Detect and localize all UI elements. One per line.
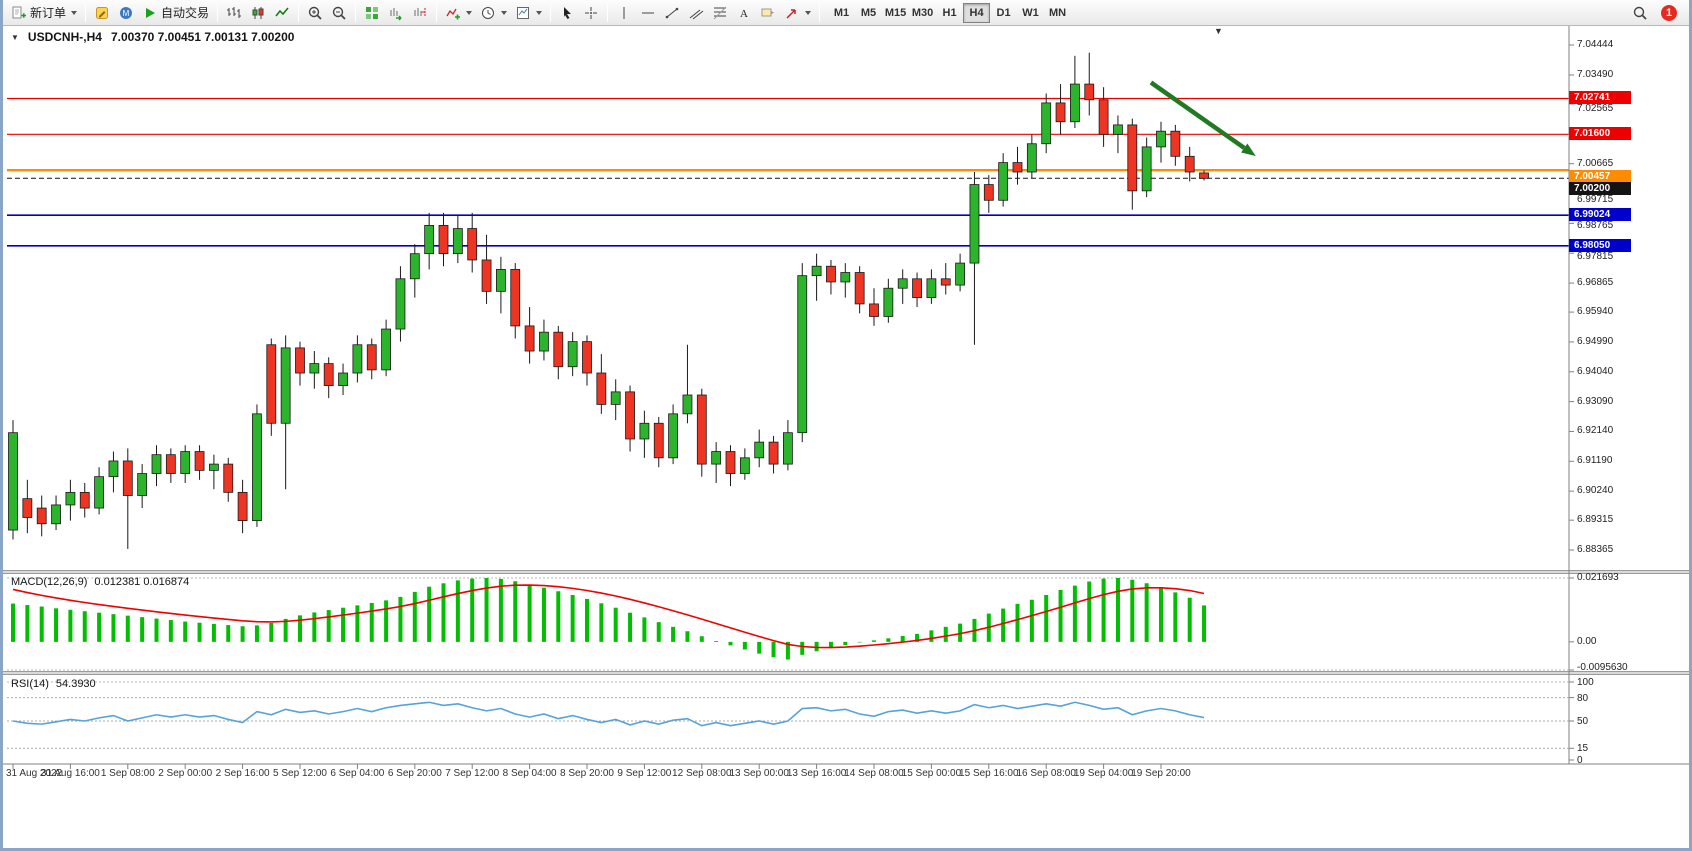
toolbar-separator	[298, 3, 300, 22]
timeframe-button-m5[interactable]: M5	[855, 3, 882, 23]
autotrading-button[interactable]: 自动交易	[138, 2, 213, 24]
toolbar-separator	[85, 3, 87, 22]
line-chart-icon	[275, 7, 289, 16]
mql5-community-icon: M	[120, 6, 133, 19]
horizontal-line-button[interactable]	[636, 2, 660, 24]
zoom-out-icon	[332, 6, 346, 20]
text-label-icon	[761, 8, 775, 16]
trendline-icon	[665, 7, 679, 18]
caret-down-icon	[536, 10, 543, 15]
arrows-button[interactable]	[780, 2, 815, 24]
cursor-button[interactable]	[555, 2, 579, 24]
timeframe-toolbar: M1 M5 M15 M30 H1 H4 D1 W1 MN	[828, 2, 1071, 23]
zoom-out-button[interactable]	[327, 2, 351, 24]
crosshair-icon	[585, 6, 598, 19]
panel-divider[interactable]	[3, 570, 1689, 574]
templates-button[interactable]	[511, 2, 546, 24]
macd-histogram	[11, 577, 1207, 660]
tile-windows-button[interactable]	[360, 2, 384, 24]
svg-text:M: M	[123, 9, 130, 18]
fibonacci-button[interactable]	[708, 2, 732, 24]
metaeditor-button[interactable]	[90, 2, 114, 24]
caret-down-icon	[71, 10, 78, 15]
toolbar-right-group: 1	[1628, 2, 1685, 24]
toolbar-separator	[550, 3, 552, 22]
equidistant-channel-button[interactable]	[684, 2, 708, 24]
panel-divider[interactable]	[3, 671, 1689, 675]
toolbar-separator	[436, 3, 438, 22]
timeframe-button-m1[interactable]: M1	[828, 3, 855, 23]
horizontal-line-icon	[642, 12, 655, 13]
templates-icon	[517, 6, 530, 19]
periods-clock-icon	[482, 6, 495, 19]
caret-down-icon	[466, 10, 473, 15]
mql5-community-button[interactable]: M	[114, 2, 138, 24]
auto-scroll-button[interactable]	[384, 2, 408, 24]
chart-shift-button[interactable]	[408, 2, 432, 24]
trend-arrow-annotation[interactable]	[1149, 80, 1256, 156]
equidistant-channel-icon	[689, 9, 704, 19]
chart-shift-icon	[414, 7, 426, 17]
candlestick-chart-button[interactable]	[246, 2, 270, 24]
zoom-in-button[interactable]	[303, 2, 327, 24]
timeframe-button-h4[interactable]: H4	[963, 2, 991, 23]
timeframe-button-d1[interactable]: D1	[990, 3, 1017, 23]
timeframe-button-m30[interactable]: M30	[909, 3, 936, 23]
text-button[interactable]: A	[732, 2, 756, 24]
toolbar-separator	[819, 3, 821, 22]
candlestick-series	[8, 52, 1209, 549]
rsi-line	[12, 701, 1205, 727]
bar-chart-button[interactable]	[222, 2, 246, 24]
metaeditor-icon	[96, 6, 109, 19]
new-order-button[interactable]: 新订单	[7, 2, 81, 24]
toolbar-separator	[217, 3, 219, 22]
new-order-icon	[12, 6, 26, 18]
timeframe-button-m15[interactable]: M15	[882, 3, 909, 23]
vertical-line-icon	[623, 6, 625, 19]
candlestick-chart-icon	[252, 6, 264, 19]
chart-canvas[interactable]	[3, 0, 1689, 848]
text-label-button[interactable]	[756, 2, 780, 24]
notification-badge[interactable]: 1	[1661, 4, 1677, 21]
macd-signal-line	[12, 584, 1205, 649]
indicators-icon	[446, 8, 461, 19]
timeframe-button-h1[interactable]: H1	[936, 3, 963, 23]
caret-down-icon	[805, 10, 812, 15]
arrows-tool-icon	[786, 8, 796, 19]
new-order-label: 新订单	[30, 6, 67, 20]
crosshair-button[interactable]	[579, 2, 603, 24]
search-button[interactable]	[1628, 2, 1652, 24]
autotrading-label: 自动交易	[161, 6, 210, 20]
fibonacci-icon	[713, 6, 727, 19]
tile-windows-icon	[366, 6, 379, 19]
timeframe-button-w1[interactable]: W1	[1017, 3, 1044, 23]
vertical-line-button[interactable]	[612, 2, 636, 24]
text-icon: A	[740, 8, 748, 20]
trendline-button[interactable]	[660, 2, 684, 24]
cursor-icon	[564, 6, 572, 19]
zoom-in-icon	[308, 6, 322, 20]
autotrading-play-icon	[146, 7, 156, 18]
main-toolbar: 新订单 M 自动交易	[3, 0, 1689, 26]
search-icon	[1633, 6, 1647, 20]
caret-down-icon	[501, 10, 508, 15]
bar-chart-icon	[227, 6, 242, 18]
indicators-button[interactable]	[441, 2, 476, 24]
svg-text:A: A	[740, 8, 748, 20]
timeframe-button-mn[interactable]: MN	[1044, 3, 1071, 23]
line-chart-button[interactable]	[270, 2, 294, 24]
toolbar-separator	[607, 3, 609, 22]
periods-button[interactable]	[476, 2, 511, 24]
auto-scroll-icon	[390, 7, 402, 20]
toolbar-separator	[355, 3, 357, 22]
